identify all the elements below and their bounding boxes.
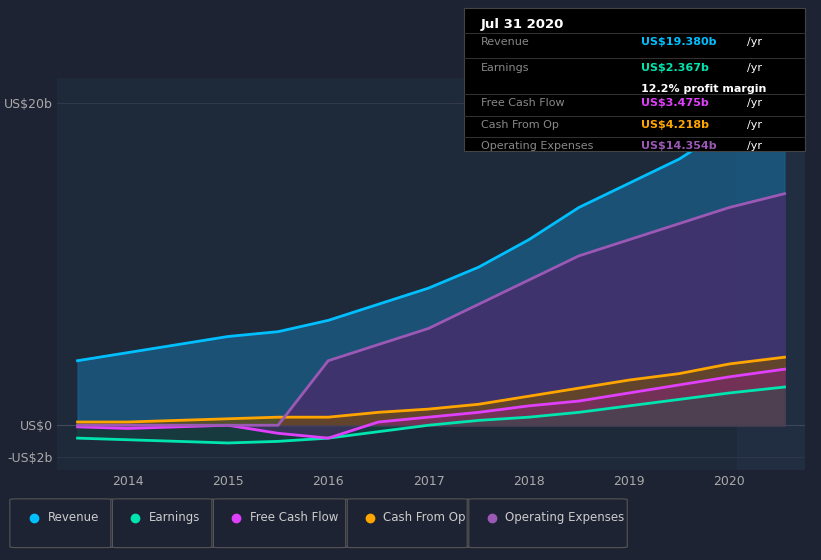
Bar [737,78,805,470]
Text: Earnings: Earnings [481,63,530,73]
Text: US$2.367b: US$2.367b [641,63,709,73]
Text: /yr: /yr [746,120,762,130]
Text: Earnings: Earnings [149,511,200,524]
Text: US$4.218b: US$4.218b [641,120,709,130]
Text: Operating Expenses: Operating Expenses [505,511,624,524]
Text: Free Cash Flow: Free Cash Flow [481,99,565,109]
Text: /yr: /yr [746,63,762,73]
Text: /yr: /yr [746,37,762,47]
Text: /yr: /yr [746,99,762,109]
Text: Cash From Op: Cash From Op [383,511,466,524]
Text: Revenue: Revenue [48,511,99,524]
Text: Jul 31 2020: Jul 31 2020 [481,18,564,31]
Text: US$19.380b: US$19.380b [641,37,717,47]
Text: Free Cash Flow: Free Cash Flow [250,511,338,524]
Text: Revenue: Revenue [481,37,530,47]
Text: Operating Expenses: Operating Expenses [481,141,594,151]
Text: US$3.475b: US$3.475b [641,99,709,109]
Text: 12.2% profit margin: 12.2% profit margin [641,84,767,94]
Text: /yr: /yr [746,141,762,151]
Text: US$14.354b: US$14.354b [641,141,717,151]
Text: Cash From Op: Cash From Op [481,120,559,130]
